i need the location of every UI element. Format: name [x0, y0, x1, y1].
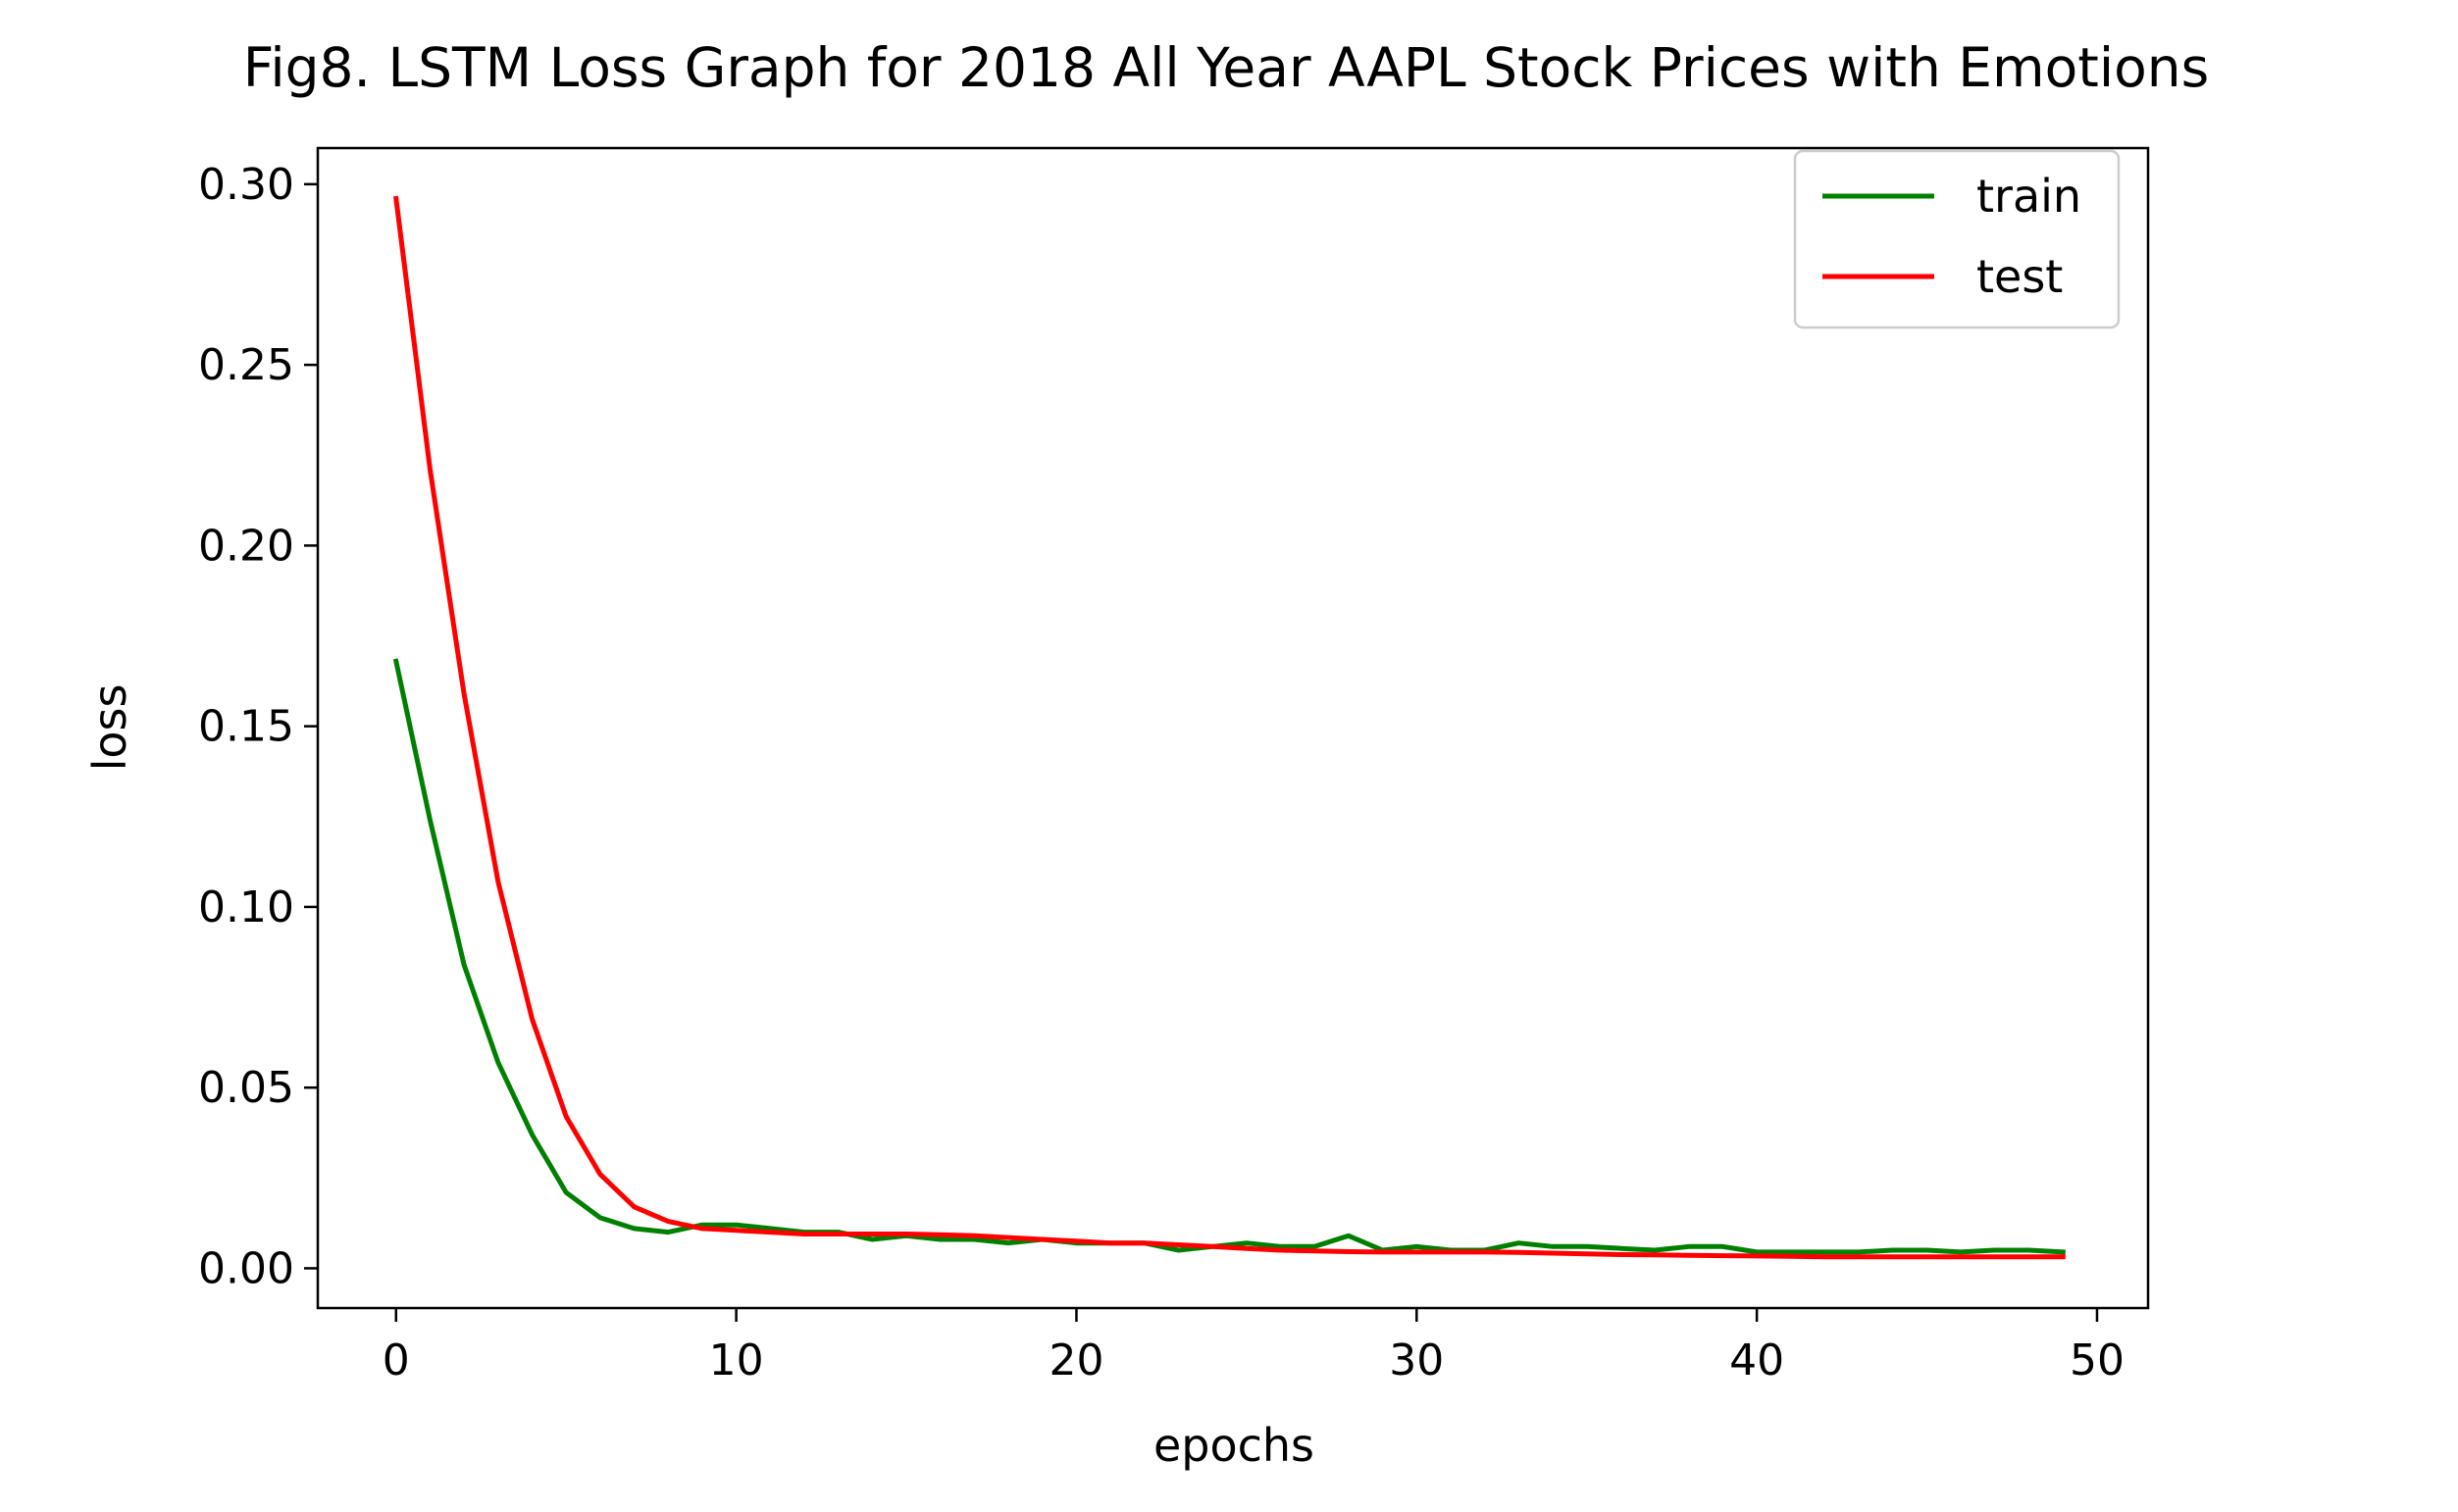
x-tick-label: 30 — [1389, 1336, 1444, 1386]
y-tick-label: 0.15 — [198, 702, 294, 752]
y-tick-label: 0.05 — [198, 1063, 294, 1113]
chart-title: Fig8. LSTM Loss Graph for 2018 All Year … — [243, 36, 2210, 99]
legend-label-test: test — [1976, 250, 2063, 303]
x-tick-label: 0 — [383, 1336, 410, 1386]
series-line-test — [393, 195, 2066, 1260]
y-tick-label: 0.30 — [198, 160, 294, 210]
x-tick-label: 10 — [709, 1336, 764, 1386]
x-tick-label: 40 — [1729, 1336, 1784, 1386]
y-tick-label: 0.20 — [198, 521, 294, 571]
x-ticks: 0 10 20 30 40 50 — [383, 1308, 2125, 1386]
legend: train test — [1793, 149, 2121, 329]
series-layer — [392, 195, 2066, 1260]
legend-label-train: train — [1976, 170, 2081, 223]
y-tick-label: 0.00 — [198, 1243, 294, 1293]
axes-frame — [316, 146, 2150, 1310]
x-tick-label: 50 — [2070, 1336, 2125, 1386]
x-axis-label: epochs — [1153, 1419, 1314, 1472]
y-axis-label: loss — [83, 684, 136, 772]
series-line-train — [392, 658, 2066, 1255]
y-tick-label: 0.10 — [198, 882, 294, 932]
x-tick-label: 20 — [1049, 1336, 1103, 1386]
y-ticks: 0.00 0.05 0.10 0.15 0.20 0.25 0.30 — [198, 160, 318, 1293]
y-tick-label: 0.25 — [198, 340, 294, 390]
legend-entries: train test — [1822, 170, 2081, 303]
plot-area — [316, 146, 2150, 1310]
